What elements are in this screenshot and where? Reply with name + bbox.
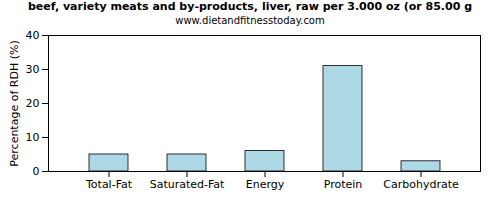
svg-text:Total-Fat: Total-Fat bbox=[85, 178, 133, 191]
svg-text:30: 30 bbox=[26, 63, 40, 76]
svg-text:40: 40 bbox=[26, 29, 40, 42]
svg-text:0: 0 bbox=[33, 165, 40, 178]
svg-text:20: 20 bbox=[26, 97, 40, 110]
svg-text:Protein: Protein bbox=[324, 178, 363, 191]
svg-text:Energy: Energy bbox=[246, 178, 285, 191]
html-text:beef, variety meats and by-pro: beef, variety meats and by-products, liv… bbox=[27, 0, 472, 13]
svg-text:10: 10 bbox=[26, 131, 40, 144]
svg-text:Saturated-Fat: Saturated-Fat bbox=[150, 178, 225, 191]
svg-text:Carbohydrate: Carbohydrate bbox=[383, 178, 459, 191]
html-text:www.dietandfitnesstoday.com: www.dietandfitnesstoday.com bbox=[175, 15, 325, 26]
svg-text:Percentage of RDH (%): Percentage of RDH (%) bbox=[8, 40, 21, 166]
